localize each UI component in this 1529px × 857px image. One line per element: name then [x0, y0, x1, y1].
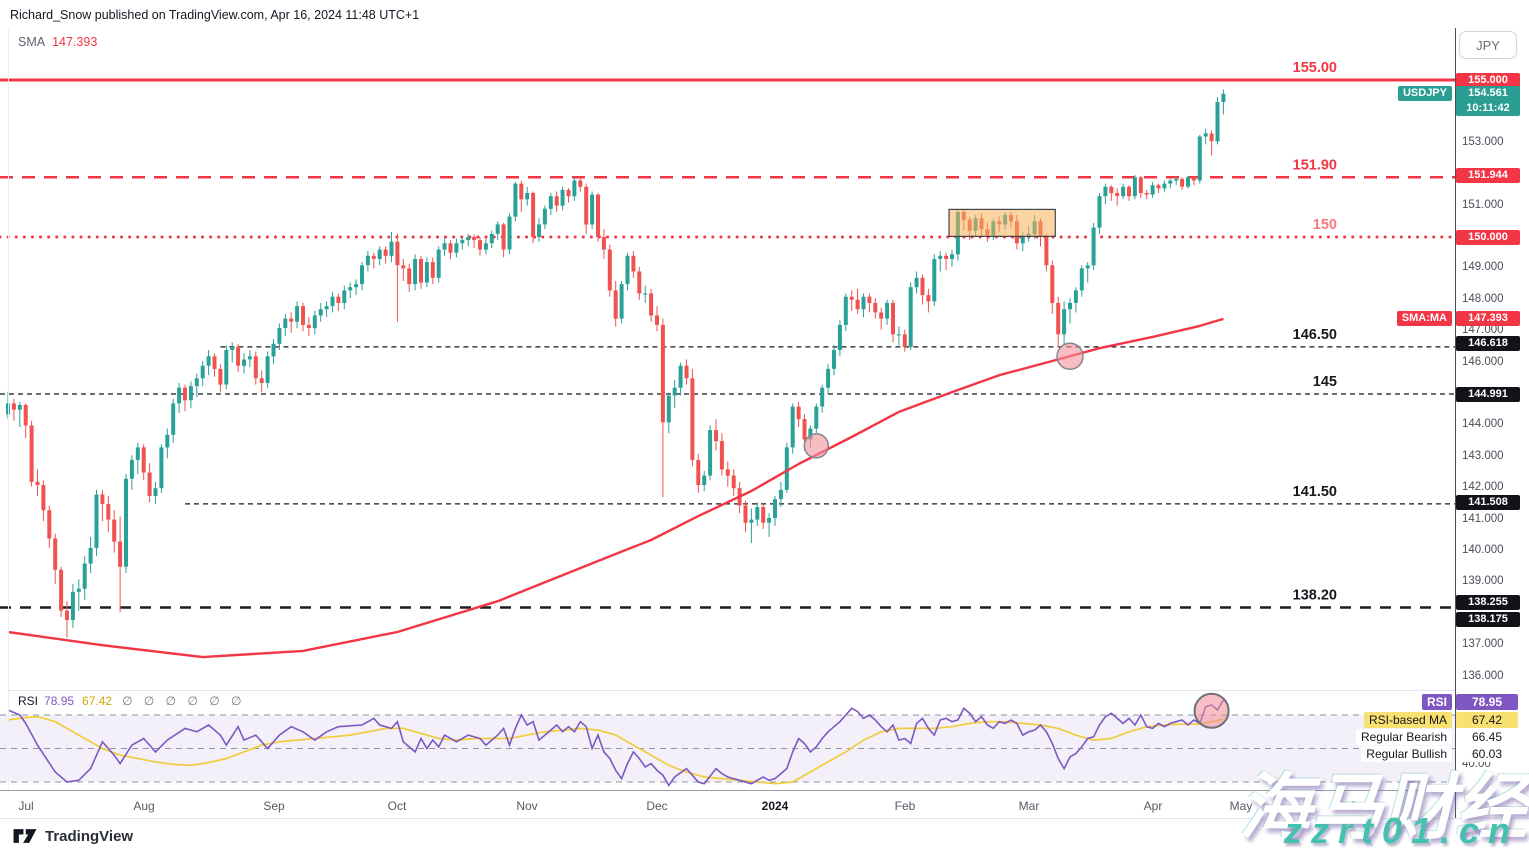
sma-line[interactable] — [7, 317, 1224, 659]
rsi-legend[interactable]: RSI 78.95 67.42 ∅ ∅ ∅ ∅ ∅ ∅ — [18, 694, 245, 708]
price-axis-tick: 147.000 — [1462, 324, 1504, 337]
sma-legend-value: 147.393 — [52, 35, 98, 49]
chart-left-border — [8, 28, 9, 790]
axis-price-badge: 138.255 — [1456, 595, 1520, 611]
highlight-circle[interactable] — [1056, 342, 1084, 371]
price-chart-canvas[interactable]: 155.00 151.90 150 146.50 145 141.50 138.20 — [0, 28, 1455, 690]
price-axis-tick: 136.000 — [1462, 669, 1504, 682]
time-axis-label-Feb: Feb — [894, 799, 916, 813]
time-axis-label-Aug: Aug — [133, 799, 155, 813]
time-axis-label-Mar: Mar — [1018, 799, 1040, 813]
last-price-badge: 154.561 10:11:42 — [1456, 85, 1520, 116]
currency-toggle-button[interactable]: JPY — [1459, 31, 1517, 59]
rsi-legend-label: RSI — [18, 694, 39, 708]
price-axis-tick: 151.000 — [1462, 198, 1504, 211]
price-axis-tick: 146.000 — [1462, 355, 1504, 368]
tradingview-attribution[interactable]: TradingView — [12, 826, 133, 846]
price-axis-tick: 143.000 — [1462, 449, 1504, 462]
time-axis-label-Jun: Jun — [1349, 799, 1369, 813]
price-axis-tick: 141.000 — [1462, 512, 1504, 525]
time-axis-label-Dec: Dec — [646, 799, 668, 813]
rsi-highlight-circle[interactable] — [1193, 692, 1230, 729]
level-label: 141.50 — [1293, 484, 1337, 500]
price-axis-tick: 149.000 — [1462, 261, 1504, 274]
time-axis-label-2024: 2024 — [761, 799, 789, 813]
rsi-line[interactable] — [7, 699, 1225, 787]
price-axis-tick: 140.000 — [1462, 544, 1504, 556]
axis-price-badge: 155.000 — [1456, 72, 1520, 88]
price-axis-tick: 148.000 — [1462, 292, 1504, 305]
time-axis-label-Jul: Jul — [18, 799, 34, 813]
bar-countdown: 10:11:42 — [1466, 101, 1510, 114]
time-axis-label-May: May — [1229, 799, 1253, 813]
time-axis-label-Apr: Apr — [1143, 799, 1163, 813]
level-label: 150 — [1313, 217, 1337, 233]
consolidation-zone-box[interactable] — [948, 208, 1056, 237]
time-axis-label-Oct: Oct — [387, 799, 407, 813]
time-axis-separator — [0, 790, 1456, 791]
rsi-row-value: 78.95 — [1456, 694, 1518, 710]
time-axis-label-Nov: Nov — [516, 799, 538, 813]
time-axis-label-Sep: Sep — [263, 799, 285, 813]
level-label: 146.50 — [1293, 327, 1337, 343]
rsi-pane-canvas[interactable] — [0, 691, 1455, 790]
watermark-url: zzrt01.cn — [1283, 810, 1519, 851]
rsi-row-value: 60.03 — [1456, 745, 1518, 762]
axis-price-badge: 146.618 — [1456, 335, 1520, 351]
rsi-ma-line[interactable] — [7, 715, 1224, 785]
level-label: 145 — [1313, 374, 1337, 390]
price-axis-tick: 153.000 — [1462, 135, 1504, 148]
price-axis-tick: 142.000 — [1462, 481, 1504, 494]
publication-header: Richard_Snow published on TradingView.co… — [10, 8, 420, 22]
axis-price-badge: 150.000 — [1456, 229, 1520, 245]
axis-price-badge: 144.991 — [1456, 386, 1520, 402]
level-label: 138.20 — [1293, 588, 1337, 604]
rsi-row-value: 66.45 — [1456, 729, 1518, 745]
sma-value-badge: 147.393 — [1456, 311, 1520, 327]
rsi-row-label-regular-bearish: Regular Bearish — [1355, 729, 1452, 745]
price-axis-tick: 139.000 — [1462, 575, 1504, 588]
price-axis-border — [1455, 28, 1456, 818]
level-label: 151.90 — [1293, 157, 1337, 173]
rsi-row-label-rsi: RSI — [1421, 694, 1452, 710]
tradingview-brand-text: TradingView — [45, 827, 134, 845]
pane-separator[interactable] — [8, 690, 1455, 691]
axis-price-badge: 138.175 — [1456, 611, 1520, 627]
rsi-row-label-rsi-based-ma: RSI-based MA — [1363, 712, 1452, 728]
candles-layer — [6, 89, 1226, 638]
price-axis-tick: 144.000 — [1462, 418, 1504, 431]
sma-legend-label: SMA — [18, 35, 46, 49]
rsi-row-label-regular-bullish: Regular Bullish — [1361, 745, 1452, 762]
rsi-legend-flags: ∅ ∅ ∅ ∅ ∅ ∅ — [122, 694, 246, 708]
price-axis-tick: 137.000 — [1462, 638, 1504, 651]
last-price-value: 154.561 — [1468, 86, 1508, 99]
level-label: 155.00 — [1293, 60, 1337, 76]
rsi-legend-value: 78.95 — [44, 694, 75, 708]
tradingview-logo-icon — [12, 826, 38, 846]
axis-price-badge: 141.508 — [1456, 495, 1520, 511]
rsi-ma-legend-value: 67.42 — [82, 694, 113, 708]
highlight-circle[interactable] — [803, 433, 830, 459]
watermark-text: 海马财经 — [1238, 768, 1527, 848]
sma-label-badge: SMA:MA — [1396, 310, 1452, 326]
footer-separator — [0, 818, 1529, 819]
rsi-row-value: 67.42 — [1456, 712, 1518, 728]
symbol-label-badge: USDJPY — [1397, 85, 1452, 101]
axis-price-badge: 151.944 — [1456, 168, 1520, 184]
sma-legend[interactable]: SMA 147.393 — [18, 35, 97, 49]
